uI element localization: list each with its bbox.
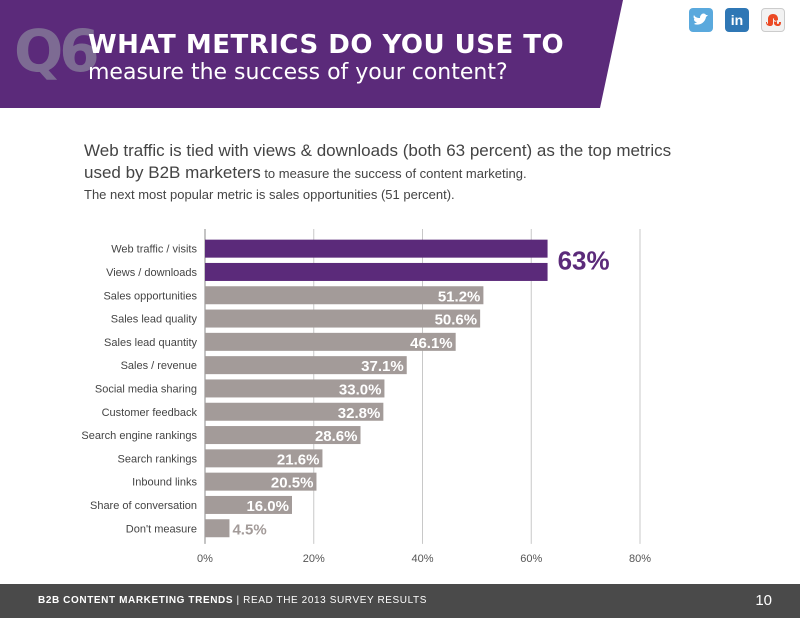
- x-tick-label: 60%: [520, 553, 542, 565]
- highlight-bar: [205, 262, 548, 281]
- intro-line-2-main: used by B2B marketers: [84, 163, 261, 182]
- data-label: 37.1%: [361, 358, 404, 375]
- bar: [205, 309, 481, 328]
- x-tick-label: 80%: [629, 553, 651, 565]
- intro-line-1: Web traffic is tied with views & downloa…: [84, 141, 672, 160]
- data-label: 21.6%: [277, 451, 320, 468]
- category-label: Views / downloads: [106, 267, 197, 279]
- highlight-data-label: 63%: [558, 245, 610, 275]
- footer-separator: |: [236, 595, 240, 606]
- data-label: 50.6%: [435, 312, 478, 329]
- category-label: Social media sharing: [95, 383, 197, 395]
- category-label: Search rankings: [118, 453, 198, 465]
- bar: [205, 379, 385, 398]
- bar: [205, 426, 361, 445]
- data-label: 4.5%: [232, 521, 266, 538]
- category-label: Inbound links: [132, 477, 197, 489]
- stumbleupon-icon[interactable]: [761, 8, 785, 32]
- twitter-icon[interactable]: [689, 8, 713, 32]
- bar: [205, 402, 384, 421]
- bar: [205, 519, 230, 538]
- intro-line-3: The next most popular metric is sales op…: [84, 187, 455, 202]
- bar: [205, 495, 292, 514]
- data-label: 33.0%: [339, 381, 382, 398]
- bar: [205, 449, 323, 468]
- header-background: [0, 0, 800, 108]
- footer-bar: B2B CONTENT MARKETING TRENDS | READ THE …: [0, 584, 800, 618]
- x-tick-label: 0%: [197, 553, 213, 565]
- bar: [205, 332, 456, 351]
- bar: [205, 286, 484, 305]
- linkedin-icon[interactable]: in: [725, 8, 749, 32]
- category-label: Sales lead quality: [111, 314, 198, 326]
- category-label: Web traffic / visits: [111, 244, 197, 256]
- data-label: 16.0%: [246, 498, 289, 515]
- page-number: 10: [755, 592, 772, 609]
- category-label: Search engine rankings: [81, 430, 197, 442]
- data-label: 32.8%: [338, 405, 381, 422]
- bar: [205, 472, 317, 491]
- x-tick-label: 40%: [411, 553, 433, 565]
- category-label: Sales opportunities: [103, 290, 197, 302]
- x-tick-label: 20%: [303, 553, 325, 565]
- category-label: Customer feedback: [102, 407, 198, 419]
- intro-text: Web traffic is tied with views & downloa…: [84, 140, 724, 205]
- intro-line-2: used by B2B marketers to measure the suc…: [84, 162, 724, 185]
- category-label: Share of conversation: [90, 500, 197, 512]
- category-label: Sales / revenue: [121, 360, 197, 372]
- page-subtitle: measure the success of your content?: [88, 60, 508, 85]
- header-banner: Q6 WHAT METRICS DO YOU USE TO measure th…: [0, 0, 800, 108]
- category-label: Don't measure: [126, 523, 197, 535]
- metrics-bar-chart: 0% 20% 40% 60% 80% Web traffic / visits Views …: [81, 229, 651, 565]
- page-title: WHAT METRICS DO YOU USE TO: [88, 30, 565, 60]
- data-label: 51.2%: [438, 288, 481, 305]
- category-label: Sales lead quantity: [104, 337, 197, 349]
- intro-line-2-small: to measure the success of content market…: [260, 166, 527, 181]
- footer-link[interactable]: READ THE 2013 SURVEY RESULTS: [243, 595, 428, 606]
- data-label: 20.5%: [271, 475, 314, 492]
- data-label: 46.1%: [410, 335, 453, 352]
- data-label: 28.6%: [315, 428, 358, 445]
- highlight-bar: [205, 239, 548, 258]
- question-badge: Q6: [14, 17, 100, 85]
- footer-brand: B2B CONTENT MARKETING TRENDS: [38, 595, 234, 606]
- bar: [205, 356, 407, 375]
- footer-text[interactable]: B2B CONTENT MARKETING TRENDS | READ THE …: [38, 595, 427, 606]
